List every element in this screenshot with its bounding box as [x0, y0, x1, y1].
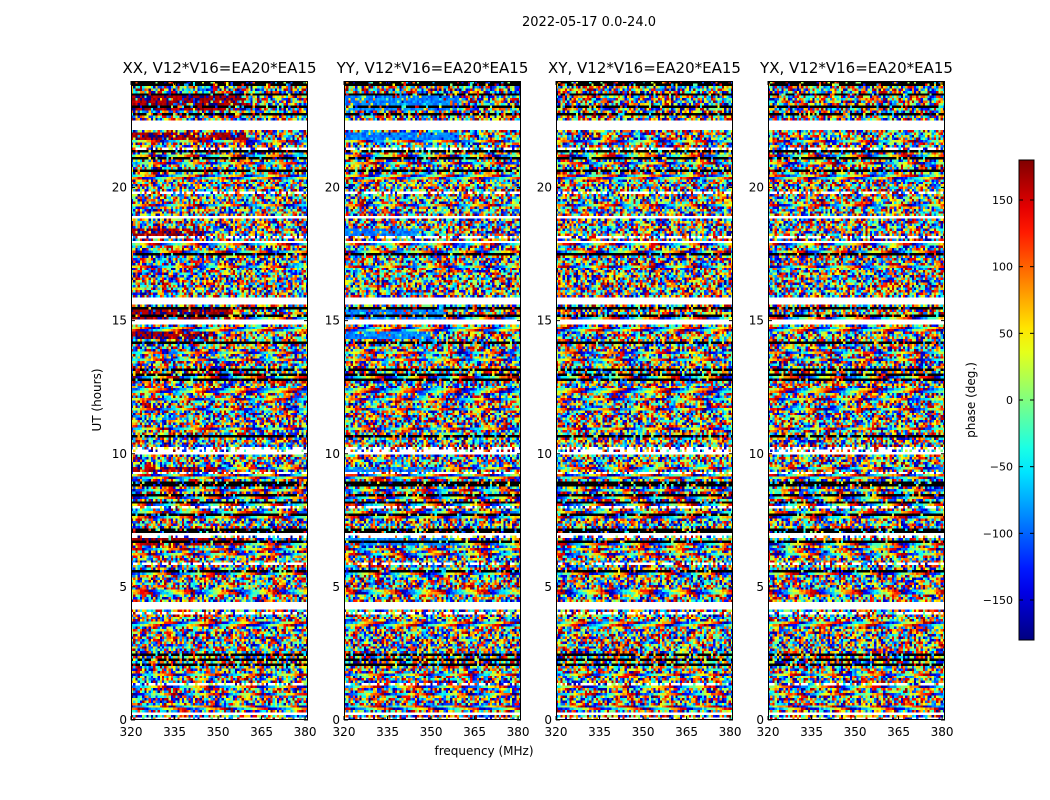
y-tick-label: 0: [756, 713, 764, 727]
panel-1: YY, V12*V16=EA20*EA15 320 335 350 365 380 0 5 10…: [325, 59, 530, 739]
x-tick-label: 350: [207, 725, 230, 739]
panel-title-0: XX, V12*V16=EA20*EA15: [122, 59, 316, 77]
panel-frame-3: [768, 81, 945, 720]
x-tick-label: 380: [719, 725, 742, 739]
colorbar-tick-label: −150: [983, 594, 1013, 607]
y-tick-label: 10: [537, 447, 552, 461]
y-tick-label: 5: [544, 580, 552, 594]
colorbar-label: phase (deg.): [964, 362, 978, 438]
phase-heatmap-3: [768, 81, 945, 720]
x-tick-label: 380: [507, 725, 530, 739]
y-tick-label: 0: [544, 713, 552, 727]
x-tick-label: 350: [632, 725, 655, 739]
x-tick-label: 350: [420, 725, 443, 739]
y-tick-label: 10: [112, 447, 127, 461]
x-tick-label: 380: [931, 725, 954, 739]
y-tick-label: 5: [756, 580, 764, 594]
x-tick-label: 365: [675, 725, 698, 739]
y-tick-label: 20: [537, 181, 552, 195]
x-tick-label: 335: [163, 725, 186, 739]
x-tick-label: 320: [120, 725, 143, 739]
y-tick-label: 15: [537, 314, 552, 328]
x-tick-label: 365: [250, 725, 273, 739]
x-tick-label: 320: [333, 725, 356, 739]
y-tick-label: 15: [749, 314, 764, 328]
panel-frame-1: [344, 81, 521, 720]
y-tick-label: 20: [749, 181, 764, 195]
panel-title-2: XY, V12*V16=EA20*EA15: [548, 59, 741, 77]
y-tick-label: 20: [325, 181, 340, 195]
x-tick-label: 365: [887, 725, 910, 739]
phase-heatmap-2: [556, 81, 733, 720]
panel-frame-2: [556, 81, 733, 720]
x-tick-label: 350: [844, 725, 867, 739]
y-tick-label: 15: [112, 314, 127, 328]
x-tick-label: 335: [588, 725, 611, 739]
y-tick-label: 0: [119, 713, 127, 727]
colorbar-tick-label: 100: [992, 261, 1013, 274]
panels: XX, V12*V16=EA20*EA15 320 335 350 365 380 0 5 10…: [112, 59, 954, 739]
y-tick-label: 20: [112, 181, 127, 195]
colorbar: 150 100 50 0 −50 −100 −150: [983, 159, 1035, 641]
y-tick-label: 15: [325, 314, 340, 328]
panel-title-1: YY, V12*V16=EA20*EA15: [336, 59, 529, 77]
y-tick-label: 10: [749, 447, 764, 461]
panel-2: XY, V12*V16=EA20*EA15 320 335 350 365 380 0 5 10…: [537, 59, 742, 739]
panel-0: XX, V12*V16=EA20*EA15 320 335 350 365 380 0 5 10…: [112, 59, 317, 739]
phase-heatmap-1: [344, 81, 521, 720]
colorbar-tick-label: 50: [999, 327, 1013, 340]
x-tick-label: 335: [800, 725, 823, 739]
x-tick-label: 320: [757, 725, 780, 739]
x-tick-label: 335: [376, 725, 399, 739]
panel-3: YX, V12*V16=EA20*EA15 320 335 350 365 380 0 5 10…: [749, 59, 954, 739]
y-tick-label: 5: [119, 580, 127, 594]
y-axis-label: UT (hours): [90, 368, 104, 431]
colorbar-tick-label: −50: [990, 461, 1013, 474]
x-tick-label: 365: [463, 725, 486, 739]
x-axis-label: frequency (MHz): [434, 744, 533, 758]
panel-frame-0: [131, 81, 308, 720]
y-tick-label: 10: [325, 447, 340, 461]
panel-title-3: YX, V12*V16=EA20*EA15: [759, 59, 953, 77]
colorbar-tick-label: 0: [1006, 394, 1013, 407]
colorbar-tick-label: −100: [983, 527, 1013, 540]
x-tick-label: 320: [545, 725, 568, 739]
x-tick-label: 380: [294, 725, 317, 739]
phase-heatmap-0: [131, 81, 308, 720]
figure-title: 2022-05-17 0.0-24.0: [522, 15, 656, 30]
y-tick-label: 0: [332, 713, 340, 727]
y-tick-label: 5: [332, 580, 340, 594]
colorbar-tick-label: 150: [992, 194, 1013, 207]
